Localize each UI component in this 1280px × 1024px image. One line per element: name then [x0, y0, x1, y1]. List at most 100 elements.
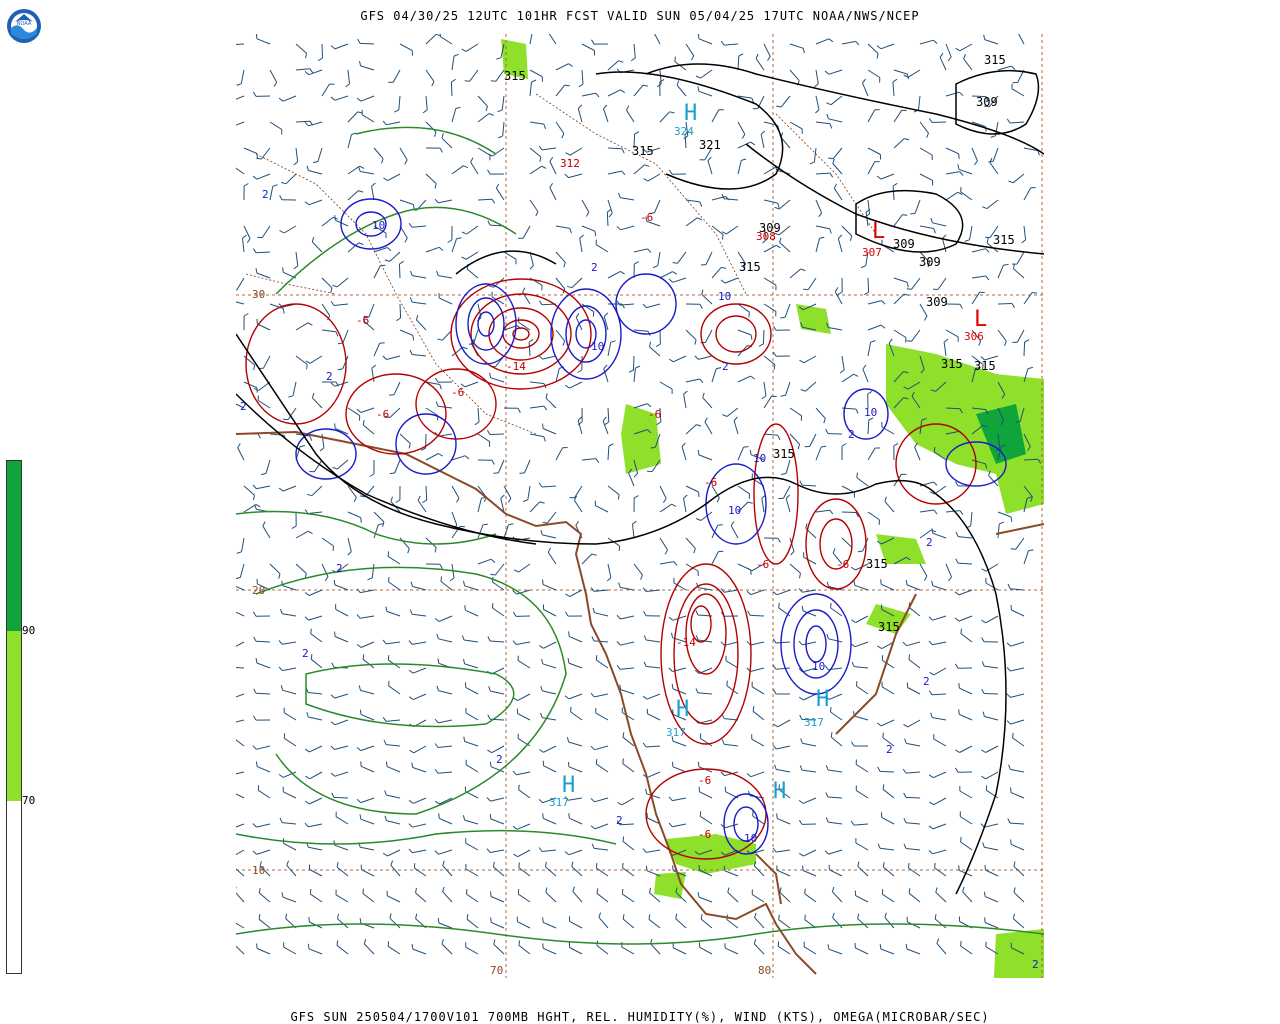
omega-label: 2: [1032, 958, 1039, 971]
low-center-letter: L: [872, 219, 885, 244]
colorbar-segment-light: [7, 631, 21, 801]
wind-barb: [908, 606, 921, 617]
wind-barb: [857, 918, 869, 929]
wind-barb: [633, 248, 648, 253]
wind-barb-flag: [828, 157, 834, 160]
wind-barb-flag: [332, 284, 338, 288]
wind-barb-flag: [603, 312, 609, 317]
wind-barb-flag: [720, 279, 726, 284]
wind-barb: [451, 165, 464, 175]
wind-barb-flag: [957, 191, 963, 196]
wind-barb-flag: [384, 815, 387, 821]
wind-barb: [1013, 891, 1025, 903]
wind-barb: [832, 552, 843, 565]
wind-barb: [574, 485, 583, 499]
omega-label: 2: [336, 562, 343, 575]
wind-barb-flag: [774, 206, 780, 210]
wind-barb: [983, 693, 999, 695]
wind-barb-flag: [704, 417, 708, 423]
wind-barb-flag: [832, 912, 835, 918]
wind-barb: [620, 689, 635, 695]
wind-barb: [750, 667, 765, 672]
wind-barb-flag: [826, 102, 832, 106]
wind-barb: [1011, 88, 1025, 97]
wind-barb: [685, 217, 698, 227]
wind-barb: [622, 763, 635, 773]
wind-barb-flag: [851, 741, 855, 747]
wind-barb: [594, 797, 609, 803]
wind-barb: [702, 397, 713, 409]
wind-barb: [673, 947, 687, 955]
wind-barb-flag: [367, 577, 373, 581]
wind-barb: [243, 225, 251, 239]
wind-barb: [598, 916, 609, 929]
wind-barb: [555, 63, 569, 71]
wind-barb-flag: [659, 78, 665, 83]
wind-barb: [492, 581, 505, 591]
wind-barb: [491, 745, 505, 754]
wind-barb: [862, 368, 869, 383]
wind-barb-flag: [490, 573, 496, 576]
wind-barb: [543, 609, 557, 617]
wind-barb: [907, 719, 921, 728]
wind-barb: [881, 537, 895, 545]
wind-barb: [603, 108, 609, 123]
wind-barb-flag: [989, 157, 993, 163]
wind-barb: [399, 43, 413, 52]
wind-barb-flag: [695, 688, 699, 694]
wind-barb: [969, 225, 973, 240]
wind-barb: [867, 447, 876, 461]
wind-barb: [438, 719, 453, 724]
wind-barb: [1023, 341, 1026, 357]
wind-barb: [881, 686, 895, 695]
wind-barb: [360, 689, 375, 695]
wind-barb: [517, 849, 531, 858]
wind-barb: [984, 665, 999, 669]
wind-barb: [803, 693, 817, 701]
wind-barb-flag: [668, 667, 673, 672]
wind-barb: [882, 893, 895, 903]
wind-barb-flag: [830, 732, 833, 738]
omega-upward-contours: [245, 278, 977, 860]
wind-barb-flag: [293, 161, 299, 166]
wind-barb: [470, 161, 479, 175]
wind-barb-flag: [389, 472, 395, 475]
wind-barb-flag: [622, 732, 625, 738]
wind-barb-flag: [411, 762, 414, 768]
wind-barb-flag: [490, 891, 492, 897]
wind-barb-flag: [649, 212, 655, 214]
wind-barb-flag: [1003, 264, 1009, 266]
wind-barb: [834, 291, 843, 305]
wind-barb-flag: [841, 443, 847, 447]
wind-barb: [837, 238, 843, 253]
wind-barb: [464, 585, 479, 591]
wind-barb: [503, 325, 518, 331]
wind-barb-flag: [491, 198, 496, 204]
wind-barb-flag: [947, 56, 952, 62]
wind-barb-flag: [749, 449, 752, 455]
wind-barb: [333, 796, 349, 799]
wind-barb-flag: [412, 335, 415, 341]
wind-barb: [388, 581, 401, 591]
wind-barb: [362, 893, 375, 903]
wind-barb-flag: [280, 685, 283, 691]
wind-barb: [685, 121, 689, 136]
wind-barb-flag: [928, 118, 933, 123]
wind-barb: [236, 849, 245, 856]
wind-barb: [494, 563, 505, 576]
wind-barb-flag: [513, 697, 518, 702]
wind-barb-flag: [857, 913, 860, 919]
wind-barb: [919, 225, 934, 229]
omega-label: -6: [640, 211, 653, 224]
wind-barb-flag: [382, 852, 388, 857]
wind-barb-flag: [823, 418, 826, 424]
wind-barb: [726, 919, 739, 929]
wind-barb-flag: [293, 265, 299, 270]
wind-barb-flag: [463, 165, 469, 169]
wind-barb: [677, 251, 687, 264]
wind-barb: [269, 563, 281, 575]
wind-barb: [360, 797, 375, 804]
wind-barb: [789, 69, 800, 81]
wind-barb: [516, 771, 531, 776]
wind-barb: [700, 737, 713, 747]
